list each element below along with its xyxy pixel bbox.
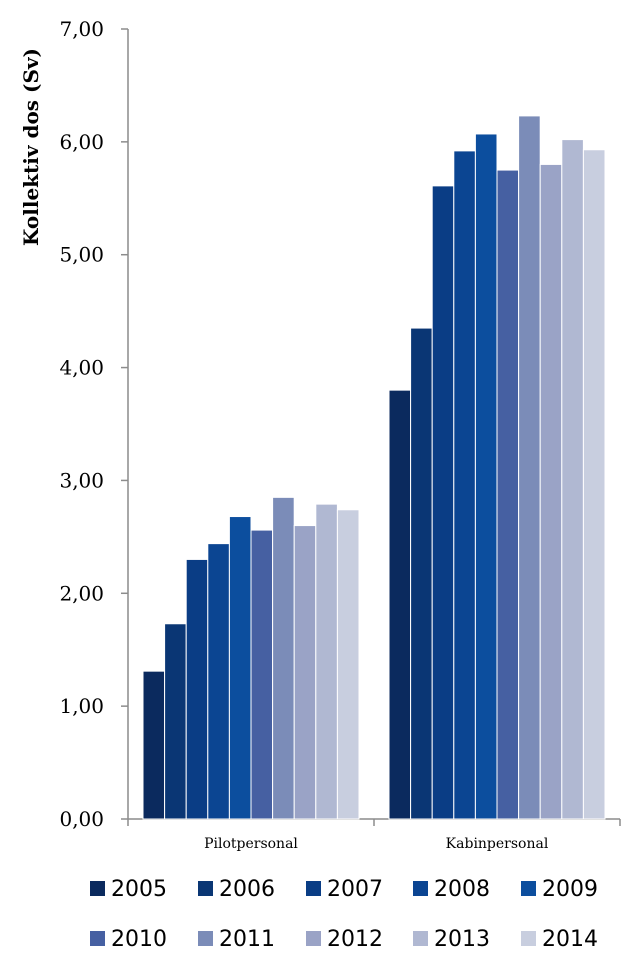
y-tick-label: 3,00: [59, 468, 104, 492]
x-category-label: Pilotpersonal: [204, 836, 298, 852]
bar-2011-kabinpersonal: [518, 115, 541, 820]
legend-item-2007: 2007: [306, 877, 383, 902]
legend-label: 2007: [327, 877, 383, 902]
y-tick-label: 6,00: [59, 130, 104, 154]
legend-item-2011: 2011: [198, 927, 275, 952]
legend-item-2009: 2009: [521, 877, 598, 902]
bar-2005-pilotpersonal: [142, 670, 166, 820]
bar-2009-kabinpersonal: [474, 133, 498, 820]
legend-swatch: [90, 931, 105, 946]
y-axis: 0,00 1,00 2,00 3,00 4,00 5,00 6,00 7,00: [59, 17, 129, 831]
legend-item-2006: 2006: [198, 877, 275, 902]
legend-item-2013: 2013: [413, 927, 490, 952]
bar-2012-kabinpersonal: [539, 163, 563, 820]
legend-swatch: [521, 881, 536, 896]
bar-2007-kabinpersonal: [431, 185, 455, 820]
bars: [142, 115, 606, 820]
bar-2014-pilotpersonal: [336, 509, 360, 820]
bar-2006-kabinpersonal: [410, 327, 433, 820]
legend-swatch: [306, 931, 321, 946]
legend-item-2005: 2005: [90, 877, 167, 902]
legend-label: 2005: [111, 877, 167, 902]
bar-2008-kabinpersonal: [453, 150, 476, 820]
bar-2013-kabinpersonal: [561, 139, 584, 820]
y-tick-label: 0,00: [59, 807, 104, 831]
legend-swatch: [306, 881, 321, 896]
bar-2013-pilotpersonal: [315, 503, 338, 820]
y-tick-label: 5,00: [59, 243, 104, 267]
bar-2005-kabinpersonal: [388, 389, 412, 820]
legend-swatch: [413, 931, 428, 946]
y-tick-label: 1,00: [59, 694, 104, 718]
bar-2010-kabinpersonal: [496, 169, 520, 820]
legend-label: 2012: [327, 927, 383, 952]
legend-swatch: [198, 931, 213, 946]
y-tick-label: 7,00: [59, 17, 104, 41]
legend: 2005 2006 2007 2008 2009 2010 2011 2012 2013 2014: [90, 877, 598, 952]
bar-2008-pilotpersonal: [207, 543, 230, 820]
legend-item-2014: 2014: [521, 927, 598, 952]
bar-2010-pilotpersonal: [250, 529, 274, 820]
bar-2009-pilotpersonal: [228, 516, 252, 820]
legend-item-2008: 2008: [413, 877, 490, 902]
legend-swatch: [521, 931, 536, 946]
bar-2014-kabinpersonal: [582, 149, 606, 820]
legend-swatch: [413, 881, 428, 896]
legend-label: 2009: [542, 877, 598, 902]
y-tick-label: 2,00: [59, 581, 104, 605]
legend-label: 2010: [111, 927, 167, 952]
x-category-label: Kabinpersonal: [446, 836, 549, 852]
legend-label: 2014: [542, 927, 598, 952]
bar-2012-pilotpersonal: [293, 525, 317, 820]
y-tick-label: 4,00: [59, 356, 104, 380]
bar-2006-pilotpersonal: [164, 623, 187, 820]
legend-label: 2011: [219, 927, 275, 952]
legend-label: 2008: [434, 877, 490, 902]
bar-2007-pilotpersonal: [185, 558, 209, 820]
bar-2011-pilotpersonal: [272, 496, 295, 820]
legend-label: 2013: [434, 927, 490, 952]
legend-item-2012: 2012: [306, 927, 383, 952]
legend-label: 2006: [219, 877, 275, 902]
legend-swatch: [90, 881, 105, 896]
legend-item-2010: 2010: [90, 927, 167, 952]
x-axis: Pilotpersonal Kabinpersonal: [127, 818, 621, 852]
y-axis-title: Kollektiv dos (Sv): [19, 48, 43, 246]
legend-swatch: [198, 881, 213, 896]
